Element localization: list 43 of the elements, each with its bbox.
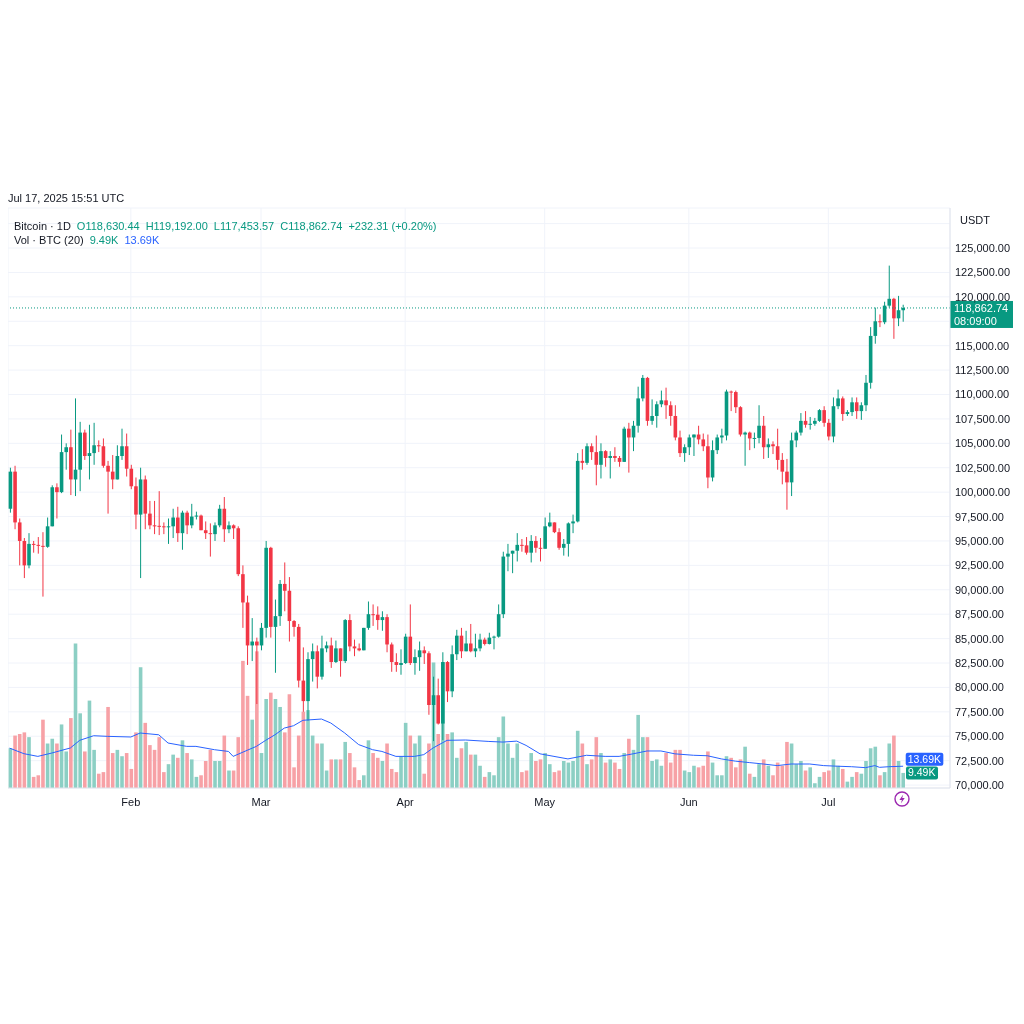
annotation: C118,862.74 xyxy=(280,220,343,233)
x-tick-label: Jun xyxy=(679,796,698,808)
y-tick-label: 85,000.00 xyxy=(955,632,1004,645)
y-tick-label: 122,500.00 xyxy=(955,266,1011,279)
y-tick-label: 102,500.00 xyxy=(955,461,1011,474)
annotation: 13.69K xyxy=(124,234,160,247)
data-label: 13.69K xyxy=(907,752,942,765)
y-tick-label: 75,000.00 xyxy=(955,730,1004,743)
y-tick-label: 80,000.00 xyxy=(955,681,1004,694)
y-tick-label: 90,000.00 xyxy=(955,583,1004,596)
y-tick-label: 107,500.00 xyxy=(955,412,1011,425)
y-tick-label: 112,500.00 xyxy=(955,364,1010,377)
y-tick-label: 115,000.00 xyxy=(955,339,1010,352)
x-tick-label: Mar xyxy=(251,796,271,808)
text: Bitcoin · 1D xyxy=(14,220,71,233)
annotation: +232.31 (+0.20%) xyxy=(348,220,437,233)
text: 08:09:00 xyxy=(954,314,997,327)
x-tick-label: Apr xyxy=(396,796,415,808)
y-tick-label: 87,500.00 xyxy=(955,608,1004,621)
x-tick-label: May xyxy=(534,796,556,808)
annotation: Vol · BTC (20) xyxy=(14,234,84,247)
y-tick-label: 125,000.00 xyxy=(955,242,1011,255)
annotation: O118,630.44 xyxy=(76,220,140,233)
y-tick-label: 70,000.00 xyxy=(955,779,1004,792)
x-tick-label: Feb xyxy=(121,796,141,808)
x-tick-label: Jul xyxy=(821,796,836,808)
annotation: 9.49K xyxy=(908,766,936,779)
y-tick-label: 82,500.00 xyxy=(955,657,1004,670)
annotation: 9.49K xyxy=(89,234,119,247)
text: Jul 17, 2025 15:51 UTC xyxy=(8,192,125,205)
y-tick-label: 77,500.00 xyxy=(955,705,1004,718)
y-tick-label: 120,000.00 xyxy=(955,290,1011,303)
y-tick-label: 95,000.00 xyxy=(955,534,1004,547)
ref-line-label: 118,862.74 xyxy=(954,301,1009,314)
annotation: L117,453.57 xyxy=(213,220,275,233)
y-tick-label: 105,000.00 xyxy=(955,437,1011,450)
y-tick-label: 100,000.00 xyxy=(955,486,1011,499)
annotation: H119,192.00 xyxy=(145,220,208,233)
y-axis-title: USDT xyxy=(960,214,990,227)
y-tick-label: 72,500.00 xyxy=(955,754,1004,767)
y-tick-label: 92,500.00 xyxy=(955,559,1004,572)
y-tick-label: 97,500.00 xyxy=(955,510,1004,523)
y-tick-label: 110,000.00 xyxy=(955,388,1010,401)
